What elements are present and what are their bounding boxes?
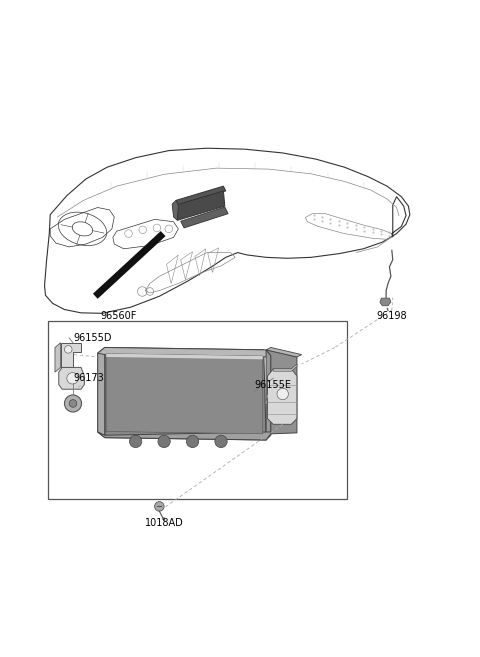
Polygon shape	[266, 350, 297, 434]
Polygon shape	[55, 343, 60, 372]
Circle shape	[67, 373, 78, 384]
Text: 96173: 96173	[73, 373, 104, 383]
Polygon shape	[59, 367, 84, 389]
Polygon shape	[176, 191, 225, 220]
Polygon shape	[105, 348, 266, 440]
Circle shape	[186, 435, 199, 447]
Polygon shape	[273, 364, 297, 371]
Text: 96560F: 96560F	[101, 311, 137, 321]
Circle shape	[64, 395, 82, 412]
Polygon shape	[97, 348, 105, 438]
Polygon shape	[172, 200, 179, 220]
Text: 96155E: 96155E	[254, 380, 291, 390]
Circle shape	[215, 435, 227, 447]
Polygon shape	[180, 207, 228, 228]
Circle shape	[158, 435, 170, 447]
Text: 96198: 96198	[376, 311, 407, 321]
Polygon shape	[60, 343, 81, 367]
FancyArrowPatch shape	[387, 308, 388, 311]
Polygon shape	[266, 348, 301, 357]
Bar	[48, 321, 347, 499]
Polygon shape	[380, 298, 391, 306]
Circle shape	[155, 502, 164, 511]
Polygon shape	[176, 186, 226, 205]
Circle shape	[277, 388, 288, 399]
Polygon shape	[97, 348, 271, 357]
Polygon shape	[106, 353, 263, 359]
Text: 1018AD: 1018AD	[144, 518, 183, 528]
Text: 96155D: 96155D	[73, 332, 111, 343]
Polygon shape	[106, 353, 263, 434]
Polygon shape	[97, 432, 271, 440]
FancyArrowPatch shape	[162, 517, 165, 520]
Circle shape	[64, 346, 72, 353]
Circle shape	[69, 399, 77, 407]
Circle shape	[130, 435, 142, 447]
Polygon shape	[266, 350, 271, 440]
Polygon shape	[267, 369, 297, 424]
